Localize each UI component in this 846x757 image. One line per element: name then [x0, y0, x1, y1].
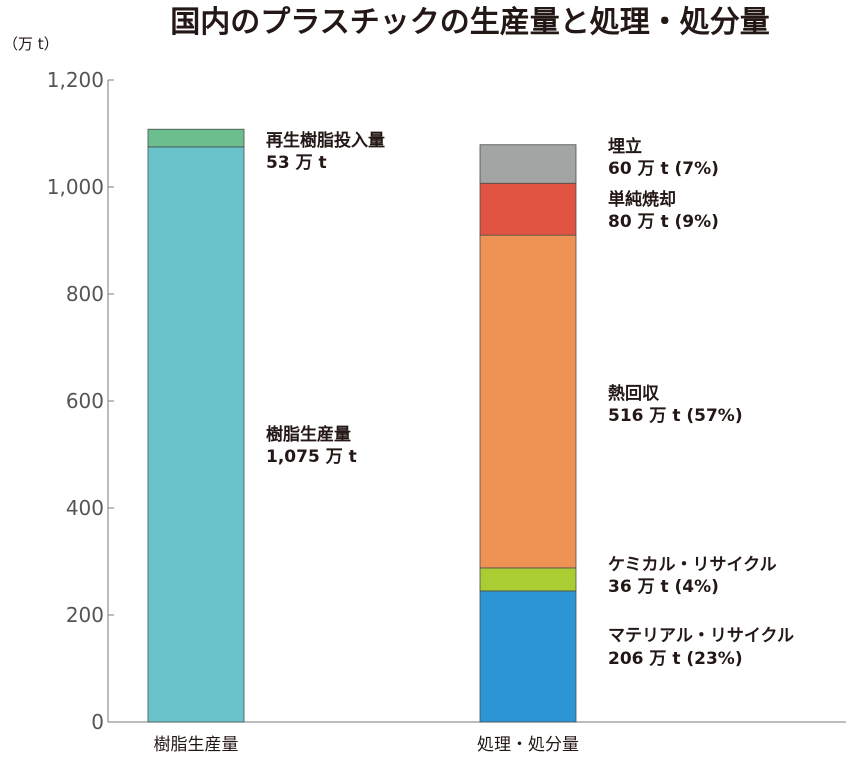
segment-value-label: 36 万 t (4%): [608, 577, 719, 597]
segment-value-label: 53 万 t: [266, 153, 327, 173]
bar-segment: [479, 234, 577, 569]
segment-label: 熱回収: [608, 383, 660, 404]
y-tick-label: 1,200: [47, 68, 104, 92]
segment-label: ケミカル・リサイクル: [608, 555, 777, 575]
bars: [147, 128, 577, 723]
y-tick-label: 1,000: [47, 175, 104, 199]
segment-value-label: 516 万 t (57%): [608, 406, 743, 426]
segment-value-label: 60 万 t (7%): [608, 159, 719, 179]
segment-label: 埋立: [608, 136, 642, 157]
segment-label: 樹脂生産量: [266, 424, 351, 445]
bar-segment: [147, 146, 245, 723]
segment-value-label: 80 万 t (9%): [608, 212, 719, 232]
bar-segment: [147, 128, 245, 148]
y-tick-label: 600: [66, 389, 104, 413]
bar-segment: [479, 144, 577, 184]
segment-value-label: 1,075 万 t: [266, 447, 357, 467]
y-tick-label: 200: [66, 603, 104, 627]
segment-value-label: 206 万 t (23%): [608, 649, 743, 669]
y-tick-label: 400: [66, 496, 104, 520]
x-category-label: 処理・処分量: [477, 735, 579, 755]
y-tick-label: 0: [91, 710, 104, 734]
bar-segment: [479, 590, 577, 723]
segment-label: マテリアル・リサイクル: [608, 626, 794, 646]
x-axis-categories: 樹脂生産量 処理・処分量: [154, 735, 580, 755]
bar-segment: [479, 182, 577, 236]
y-axis: 0 200 400 600 800 1,000 1,200: [47, 68, 846, 734]
bar-segment: [479, 567, 577, 592]
y-tick-label: 800: [66, 282, 104, 306]
chart-title: 国内のプラスチックの生産量と処理・処分量: [170, 5, 769, 40]
segment-label: 再生樹脂投入量: [266, 130, 385, 151]
x-category-label: 樹脂生産量: [154, 735, 239, 755]
y-axis-unit: （万 t）: [3, 35, 59, 53]
segment-label: 単純焼却: [608, 189, 676, 210]
